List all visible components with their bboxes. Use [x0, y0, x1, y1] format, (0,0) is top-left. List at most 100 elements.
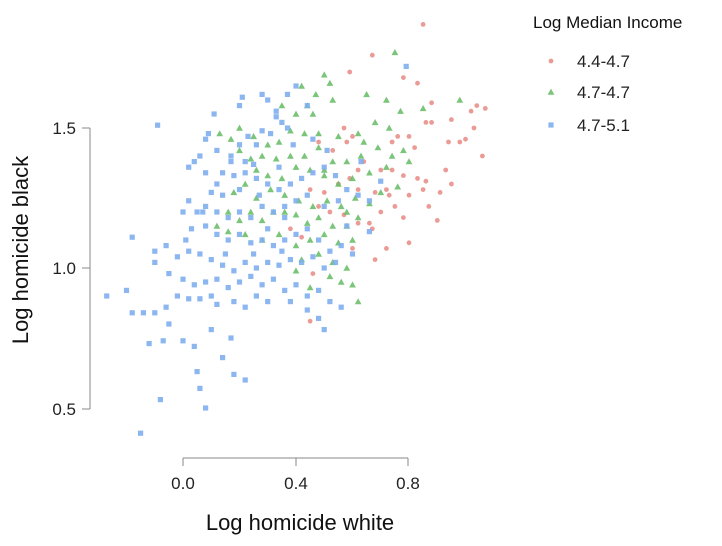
data-point-series-2	[278, 102, 286, 109]
data-point-series-2	[236, 217, 243, 224]
data-point-series-1	[423, 120, 429, 125]
data-point-series-3	[203, 223, 209, 229]
data-point-series-1	[350, 246, 355, 251]
data-points	[104, 22, 488, 436]
data-point-series-3	[327, 299, 333, 305]
data-point-series-3	[279, 248, 285, 254]
data-point-series-1	[355, 187, 361, 193]
data-point-series-1	[471, 125, 477, 131]
data-point-series-3	[214, 231, 220, 237]
data-point-series-1	[307, 187, 313, 193]
data-point-series-3	[366, 198, 372, 204]
data-point-series-1	[355, 167, 361, 173]
data-point-series-1	[395, 134, 401, 139]
data-point-series-3	[214, 276, 220, 282]
data-point-series-2	[343, 158, 351, 165]
data-point-series-3	[304, 192, 310, 198]
data-point-series-1	[449, 181, 454, 187]
data-point-series-1	[299, 234, 304, 240]
data-point-series-3	[282, 287, 288, 293]
data-point-series-3	[242, 304, 248, 310]
data-point-series-1	[392, 204, 398, 209]
data-point-series-3	[228, 153, 234, 159]
data-point-series-2	[343, 208, 351, 215]
data-point-series-1	[412, 145, 417, 151]
data-point-series-3	[197, 251, 203, 257]
data-point-series-3	[293, 198, 299, 204]
data-point-series-2	[363, 91, 370, 98]
data-point-series-1	[350, 134, 355, 139]
y-tick-label: 1.0	[52, 259, 76, 278]
data-point-series-2	[247, 208, 255, 215]
data-point-series-2	[385, 124, 393, 131]
data-point-series-1	[378, 167, 384, 173]
data-point-series-1	[316, 204, 321, 209]
data-point-series-2	[281, 191, 289, 198]
data-point-series-3	[186, 198, 192, 204]
data-point-series-2	[301, 130, 308, 137]
data-point-series-2	[275, 231, 283, 238]
data-point-series-3	[282, 203, 288, 209]
data-point-series-3	[200, 209, 206, 215]
data-point-series-3	[166, 321, 172, 327]
data-point-series-2	[301, 152, 308, 159]
data-point-series-3	[270, 276, 276, 282]
data-point-series-1	[468, 108, 474, 114]
data-point-series-1	[480, 153, 485, 159]
data-point-series-3	[344, 223, 350, 229]
data-point-series-2	[306, 236, 314, 243]
data-point-series-3	[231, 173, 237, 179]
data-point-series-3	[163, 243, 169, 249]
data-point-series-3	[248, 240, 254, 246]
data-point-series-3	[203, 136, 209, 142]
data-point-series-3	[251, 161, 257, 167]
data-point-series-2	[400, 147, 407, 154]
data-point-series-3	[293, 231, 299, 237]
data-point-series-1	[406, 134, 412, 139]
data-point-series-3	[310, 136, 316, 142]
data-point-series-1	[386, 192, 392, 198]
data-point-series-2	[236, 147, 243, 154]
data-point-series-2	[315, 214, 322, 221]
data-point-series-2	[405, 158, 413, 165]
data-point-series-2	[287, 152, 294, 159]
data-point-series-3	[332, 259, 339, 265]
data-point-series-3	[228, 335, 234, 341]
data-point-series-3	[180, 209, 186, 215]
data-point-series-3	[194, 209, 200, 215]
data-point-series-3	[293, 282, 299, 288]
data-point-series-3	[338, 243, 344, 249]
data-point-series-1	[330, 148, 336, 153]
data-point-series-3	[191, 159, 197, 165]
data-point-series-3	[197, 296, 203, 302]
data-point-series-2	[383, 163, 390, 170]
data-point-series-2	[371, 119, 379, 126]
data-point-series-2	[315, 250, 322, 257]
data-point-series-3	[203, 279, 209, 285]
data-point-series-3	[284, 125, 291, 131]
data-point-series-3	[403, 63, 409, 69]
data-point-series-1	[463, 136, 468, 142]
data-point-series-3	[183, 237, 189, 243]
data-point-series-2	[360, 138, 368, 145]
data-point-series-1	[369, 52, 375, 58]
data-point-series-3	[304, 103, 310, 109]
data-point-series-3	[259, 128, 265, 134]
data-point-series-3	[129, 310, 135, 316]
data-point-series-3	[236, 231, 243, 237]
data-point-series-2	[241, 231, 249, 238]
data-point-series-2	[315, 144, 322, 151]
data-point-series-2	[329, 222, 337, 229]
data-point-series-3	[287, 299, 293, 305]
data-point-series-2	[326, 273, 334, 280]
data-point-series-3	[211, 111, 217, 117]
data-point-series-1	[429, 120, 434, 125]
data-point-series-3	[236, 187, 243, 193]
data-point-series-1	[474, 103, 480, 108]
legend-title: Log Median Income	[533, 13, 682, 32]
data-point-series-3	[304, 307, 310, 313]
data-point-series-1	[341, 125, 347, 131]
data-point-series-3	[197, 385, 203, 391]
y-tick-label: 1.5	[52, 119, 76, 138]
data-point-series-3	[208, 293, 214, 299]
